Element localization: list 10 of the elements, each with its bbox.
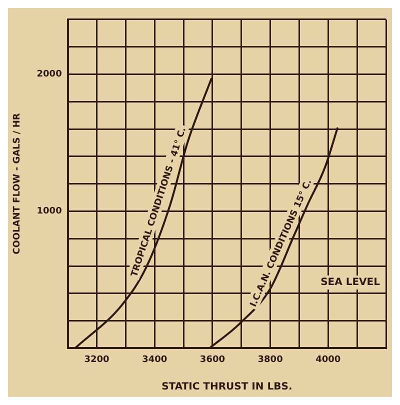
y-tick-label: 1000 <box>36 206 62 217</box>
y-axis-title: COOLANT FLOW - GALS / HR <box>12 113 23 254</box>
x-axis-title: STATIC THRUST IN LBS. <box>162 382 292 393</box>
x-tick-label: 3400 <box>142 354 168 365</box>
x-tick-label: 3800 <box>258 354 283 365</box>
x-tick-label: 4000 <box>316 354 341 365</box>
y-tick-label: 2000 <box>36 70 62 80</box>
x-tick-label: 3600 <box>200 354 225 365</box>
annotation: SEA LEVEL <box>320 277 381 288</box>
x-tick-label: 3200 <box>84 354 110 365</box>
